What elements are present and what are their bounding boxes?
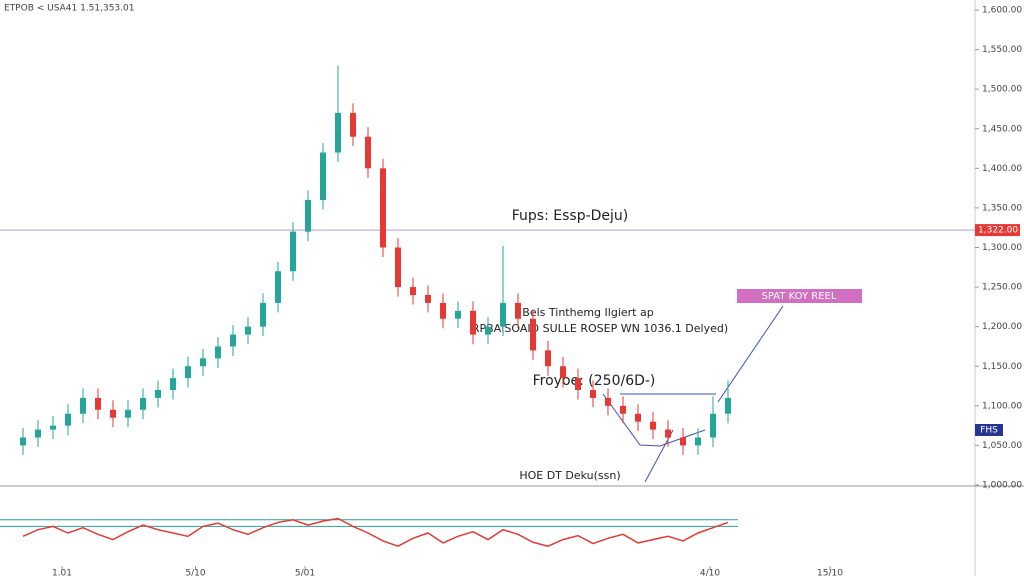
candle-body <box>170 378 176 390</box>
candle-body <box>95 397 101 410</box>
candle-body <box>440 302 446 319</box>
candle-body <box>485 326 491 335</box>
candle-body <box>140 397 146 410</box>
candle-body <box>290 231 296 272</box>
candle-body <box>395 247 401 288</box>
y-tick-label: 1,200.00 <box>982 322 1022 332</box>
candle-body <box>275 271 281 303</box>
x-tick-label: 15/10 <box>817 569 843 576</box>
candle-body <box>455 310 461 319</box>
candle-body <box>245 326 251 335</box>
x-tick-label: 5/10 <box>185 569 205 576</box>
candle-body <box>620 405 626 414</box>
candle-body <box>545 350 551 367</box>
y-tick-label: 1,000.00 <box>982 481 1022 491</box>
candle-body <box>320 152 326 200</box>
annotation: Fups: Essp-Deju) <box>512 208 629 224</box>
candle-body <box>125 409 131 418</box>
candle-body <box>50 425 56 430</box>
y-tick-label: 1,550.00 <box>982 45 1022 55</box>
candle-body <box>530 318 536 351</box>
candle-body <box>80 397 86 414</box>
candle-body <box>65 413 71 426</box>
candle-body <box>590 390 596 398</box>
price-level-tag <box>975 224 1020 237</box>
y-tick-label: 1,500.00 <box>982 85 1022 95</box>
annotation: HOE DT Deku(ssn) <box>519 469 620 482</box>
annotation: Bels Tinthemg Ilgiert ap <box>522 306 653 319</box>
axis-tag <box>975 424 1003 436</box>
candle-body <box>410 287 416 295</box>
indicator-line <box>22 517 729 548</box>
price-level-label: 1,322.00 <box>978 226 1018 236</box>
candle-body <box>155 390 161 398</box>
candle-body <box>470 310 476 335</box>
y-tick-label: 1,600.00 <box>982 6 1022 16</box>
candle-body <box>650 421 656 430</box>
candle-body <box>710 413 716 438</box>
y-tick-label: 1,400.00 <box>982 164 1022 174</box>
candle-body <box>425 295 431 303</box>
candle-body <box>365 136 371 169</box>
annotation: Froyoe: (250/6D-) <box>533 373 656 389</box>
x-tick-label: 1.01 <box>52 569 72 576</box>
candle-body <box>350 112 356 137</box>
candle-body <box>35 429 41 438</box>
axis-tag-label: FHS <box>980 426 998 436</box>
candle-body <box>260 302 266 327</box>
candle-body <box>200 358 206 367</box>
candle-body <box>575 378 581 390</box>
candle-body <box>515 302 521 319</box>
arrow <box>717 305 784 403</box>
annotation: SPAT KOY REEL <box>762 291 837 302</box>
candle-body <box>215 346 221 359</box>
candle-body <box>680 437 686 446</box>
candle-body <box>665 429 671 438</box>
candle-body <box>695 437 701 446</box>
candle-body <box>185 366 191 379</box>
y-tick-label: 1,150.00 <box>982 362 1022 372</box>
label-box <box>737 289 862 303</box>
candle-body <box>335 112 341 153</box>
y-tick-label: 1,050.00 <box>982 441 1022 451</box>
candle-body <box>305 200 311 232</box>
x-tick-label: 4/10 <box>700 569 720 576</box>
y-tick-label: 1,300.00 <box>982 243 1022 253</box>
candle-body <box>725 397 731 414</box>
candle-body <box>605 397 611 406</box>
candle-body <box>500 302 506 327</box>
x-tick-label: 5/01 <box>295 569 315 576</box>
candle-body <box>635 413 641 422</box>
annotation: RPBAISOAID SULLE ROSEP WN 1036.1 Delyed) <box>472 322 728 335</box>
candle-body <box>380 168 386 248</box>
chart-title: ETPOB < USA41 1.51,353.01 <box>4 4 134 14</box>
y-tick-label: 1,250.00 <box>982 283 1022 293</box>
candle-body <box>110 409 116 418</box>
candle-body <box>20 437 26 446</box>
y-tick-label: 1,350.00 <box>982 203 1022 213</box>
candle-body <box>230 334 236 347</box>
candle-body <box>560 366 566 379</box>
y-tick-label: 1,450.00 <box>982 124 1022 134</box>
y-tick-label: 1,100.00 <box>982 401 1022 411</box>
